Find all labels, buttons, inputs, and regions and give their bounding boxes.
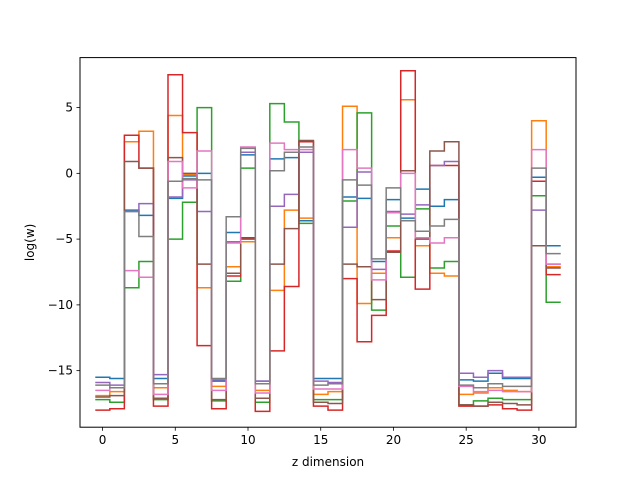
x-axis-label: z dimension [292,455,364,469]
x-tick-label: 10 [240,433,255,447]
y-tick-label: −15 [48,364,73,378]
series-line-2 [95,98,561,397]
series-line-6 [95,139,561,407]
y-axis: −15 −10 −5 0 5 [48,101,80,378]
y-axis-label: log(w) [23,224,37,261]
series-line-3 [95,102,561,406]
y-tick-label: 0 [65,166,73,180]
x-tick-label: 0 [99,433,107,447]
series-line-7 [95,142,561,396]
series-line-5 [95,151,561,386]
x-tick-label: 20 [386,433,401,447]
x-tick-label: 25 [459,433,474,447]
x-tick-label: 5 [171,433,179,447]
y-tick-label: −10 [48,298,73,312]
x-tick-label: 15 [313,433,328,447]
plot-frame [79,57,577,428]
x-tick-label: 30 [531,433,546,447]
plot-lines [95,70,561,413]
x-axis: 0 5 10 15 20 25 30 [99,427,547,447]
series-line-1 [95,154,561,382]
y-tick-label: 5 [65,101,73,115]
y-tick-label: −5 [55,232,73,246]
series-line-8 [95,146,561,389]
